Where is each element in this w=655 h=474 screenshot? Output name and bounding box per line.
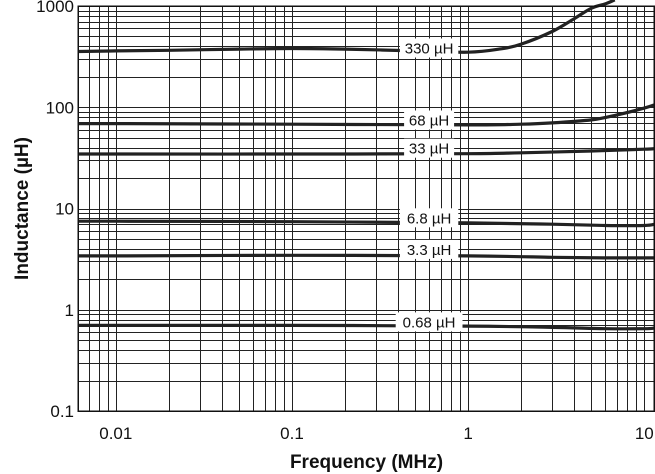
series-line-33H: [77, 147, 655, 156]
series-labels: 330 µH 68 µH 33 µH 6.8 µH 3.3 µH 0.68 µH: [395, 38, 463, 332]
series-label-text: 0.68 µH: [403, 314, 456, 331]
series-line-6-8H: [77, 219, 655, 228]
series-line-3-3H: [77, 253, 655, 260]
series-label-text: 6.8 µH: [407, 210, 452, 227]
series-label-background: [399, 38, 459, 58]
plot-frame: [77, 5, 655, 412]
series-label-text: 330 µH: [405, 41, 454, 58]
series-line-68H: [77, 103, 655, 127]
series-label: 68 µH: [404, 110, 455, 130]
x-axis-title: Frequency (MHz): [290, 452, 443, 473]
series-line-0-68H: [78, 323, 655, 331]
series-line-330H: [77, 0, 616, 54]
y-tick-label: 10: [55, 200, 74, 219]
series-label-background: [399, 239, 459, 259]
x-tick-label: 1: [463, 424, 472, 443]
x-tick-label: 0.01: [99, 424, 132, 443]
y-tick-label: 1000: [36, 0, 74, 16]
series-label-text: 68 µH: [409, 113, 449, 130]
series-label: 6.8 µH: [399, 208, 459, 228]
grid: [78, 6, 655, 412]
series-lines: [77, 0, 655, 331]
x-tick-label: 10: [635, 424, 654, 443]
series-label: 0.68 µH: [395, 312, 463, 332]
series-label-background: [399, 208, 459, 228]
y-axis-title: Inductance (µH): [12, 137, 33, 280]
y-tick-label: 100: [46, 98, 74, 117]
series-label: 33 µH: [404, 138, 455, 158]
y-tick-labels: 0.1 1 10 100 1000: [36, 0, 74, 421]
series-label-background: [404, 138, 455, 158]
series-label: 330 µH: [399, 38, 459, 58]
x-tick-labels: 0.01 0.1 1 10: [99, 424, 654, 443]
series-label-background: [404, 110, 455, 130]
series-label: 3.3 µH: [399, 239, 459, 259]
series-label-text: 3.3 µH: [407, 242, 452, 259]
series-label-background: [395, 312, 463, 332]
y-tick-label: 0.1: [50, 402, 74, 421]
x-tick-label: 0.1: [280, 424, 304, 443]
series-label-text: 33 µH: [409, 141, 449, 158]
y-tick-label: 1: [65, 301, 74, 320]
